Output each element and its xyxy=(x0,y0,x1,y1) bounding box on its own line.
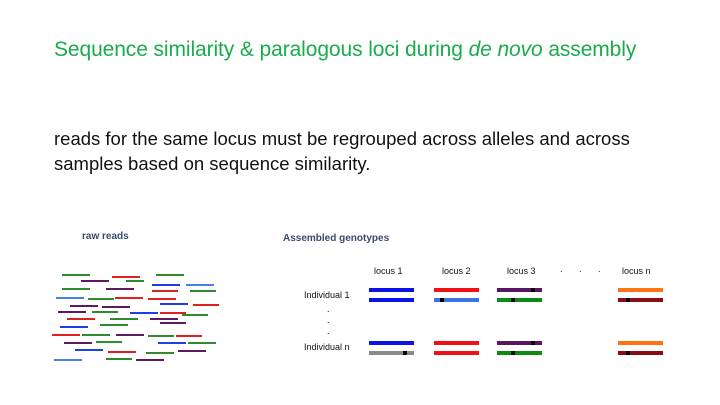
read-segment xyxy=(54,359,82,361)
read-segment xyxy=(152,290,178,292)
allele-bar xyxy=(434,288,479,292)
read-segment xyxy=(81,280,109,282)
raw-reads-label: raw reads xyxy=(82,231,129,242)
vertical-dot: . xyxy=(327,304,330,314)
ellipsis-dot: . xyxy=(560,264,563,274)
allele-bar xyxy=(618,351,663,355)
read-segment xyxy=(146,352,174,354)
locus-3-header: locus 3 xyxy=(507,266,536,276)
locus-1-header: locus 1 xyxy=(374,266,403,276)
allele-bar xyxy=(618,298,663,302)
read-segment xyxy=(102,306,130,308)
read-segment xyxy=(158,342,186,344)
snp-marker xyxy=(531,288,535,292)
read-segment xyxy=(58,311,86,313)
read-segment xyxy=(178,350,206,352)
read-segment xyxy=(193,304,219,306)
slide-title: Sequence similarity & paralogous loci du… xyxy=(54,38,636,62)
read-segment xyxy=(148,298,176,300)
allele-bar xyxy=(618,341,663,345)
locus-2-header: locus 2 xyxy=(442,266,471,276)
read-segment xyxy=(96,341,122,343)
allele-bar xyxy=(497,341,542,345)
read-segment xyxy=(115,297,143,299)
read-segment xyxy=(112,276,140,278)
snp-marker xyxy=(626,351,630,355)
vertical-dot: . xyxy=(327,326,330,336)
allele-bar xyxy=(434,351,479,355)
read-segment xyxy=(52,334,80,336)
snp-marker xyxy=(403,351,407,355)
ellipsis-dot: . xyxy=(579,264,582,274)
read-segment xyxy=(92,311,118,313)
read-segment xyxy=(186,284,214,286)
read-segment xyxy=(100,324,128,326)
locus-n-header: locus n xyxy=(622,266,651,276)
read-segment xyxy=(60,326,88,328)
read-segment xyxy=(62,288,90,290)
snp-marker xyxy=(511,351,515,355)
allele-bar xyxy=(369,341,414,345)
allele-bar xyxy=(369,351,414,355)
allele-bar xyxy=(497,351,542,355)
allele-bar xyxy=(369,288,414,292)
snp-marker xyxy=(440,298,444,302)
read-segment xyxy=(188,342,216,344)
snp-marker xyxy=(626,298,630,302)
read-segment xyxy=(182,314,208,316)
read-segment xyxy=(160,312,186,314)
read-segment xyxy=(82,334,110,336)
title-part-2: assembly xyxy=(542,38,637,61)
read-segment xyxy=(156,274,184,276)
title-part-1: Sequence similarity & paralogous loci du… xyxy=(54,38,469,61)
individual-n-label: Individual n xyxy=(304,342,350,352)
read-segment xyxy=(136,359,164,361)
read-segment xyxy=(62,274,90,276)
ellipsis-dot: . xyxy=(598,264,601,274)
read-segment xyxy=(152,284,180,286)
allele-bar xyxy=(497,298,542,302)
read-segment xyxy=(150,318,178,320)
allele-bar xyxy=(618,288,663,292)
read-segment xyxy=(75,349,103,351)
read-segment xyxy=(106,358,132,360)
title-emphasis: de novo xyxy=(468,38,543,61)
allele-bar xyxy=(369,298,414,302)
read-segment xyxy=(116,334,144,336)
allele-bar xyxy=(497,288,542,292)
assembled-genotypes-label: Assembled genotypes xyxy=(283,233,390,244)
read-segment xyxy=(148,335,174,337)
read-segment xyxy=(67,318,95,320)
read-segment xyxy=(106,288,134,290)
snp-marker xyxy=(511,298,515,302)
allele-bar xyxy=(434,298,479,302)
read-segment xyxy=(56,297,84,299)
read-segment xyxy=(160,322,186,324)
body-text: reads for the same locus must be regroup… xyxy=(54,128,630,174)
read-segment xyxy=(108,351,136,353)
read-segment xyxy=(110,318,138,320)
read-segment xyxy=(130,312,158,314)
read-segment xyxy=(176,335,202,337)
read-segment xyxy=(160,303,188,305)
read-segment xyxy=(190,290,216,292)
read-segment xyxy=(64,342,92,344)
allele-bar xyxy=(434,341,479,345)
read-segment xyxy=(70,305,98,307)
snp-marker xyxy=(531,341,535,345)
read-segment xyxy=(126,280,144,282)
individual-1-label: Individual 1 xyxy=(304,290,350,300)
vertical-dot: . xyxy=(327,315,330,325)
read-segment xyxy=(88,298,114,300)
